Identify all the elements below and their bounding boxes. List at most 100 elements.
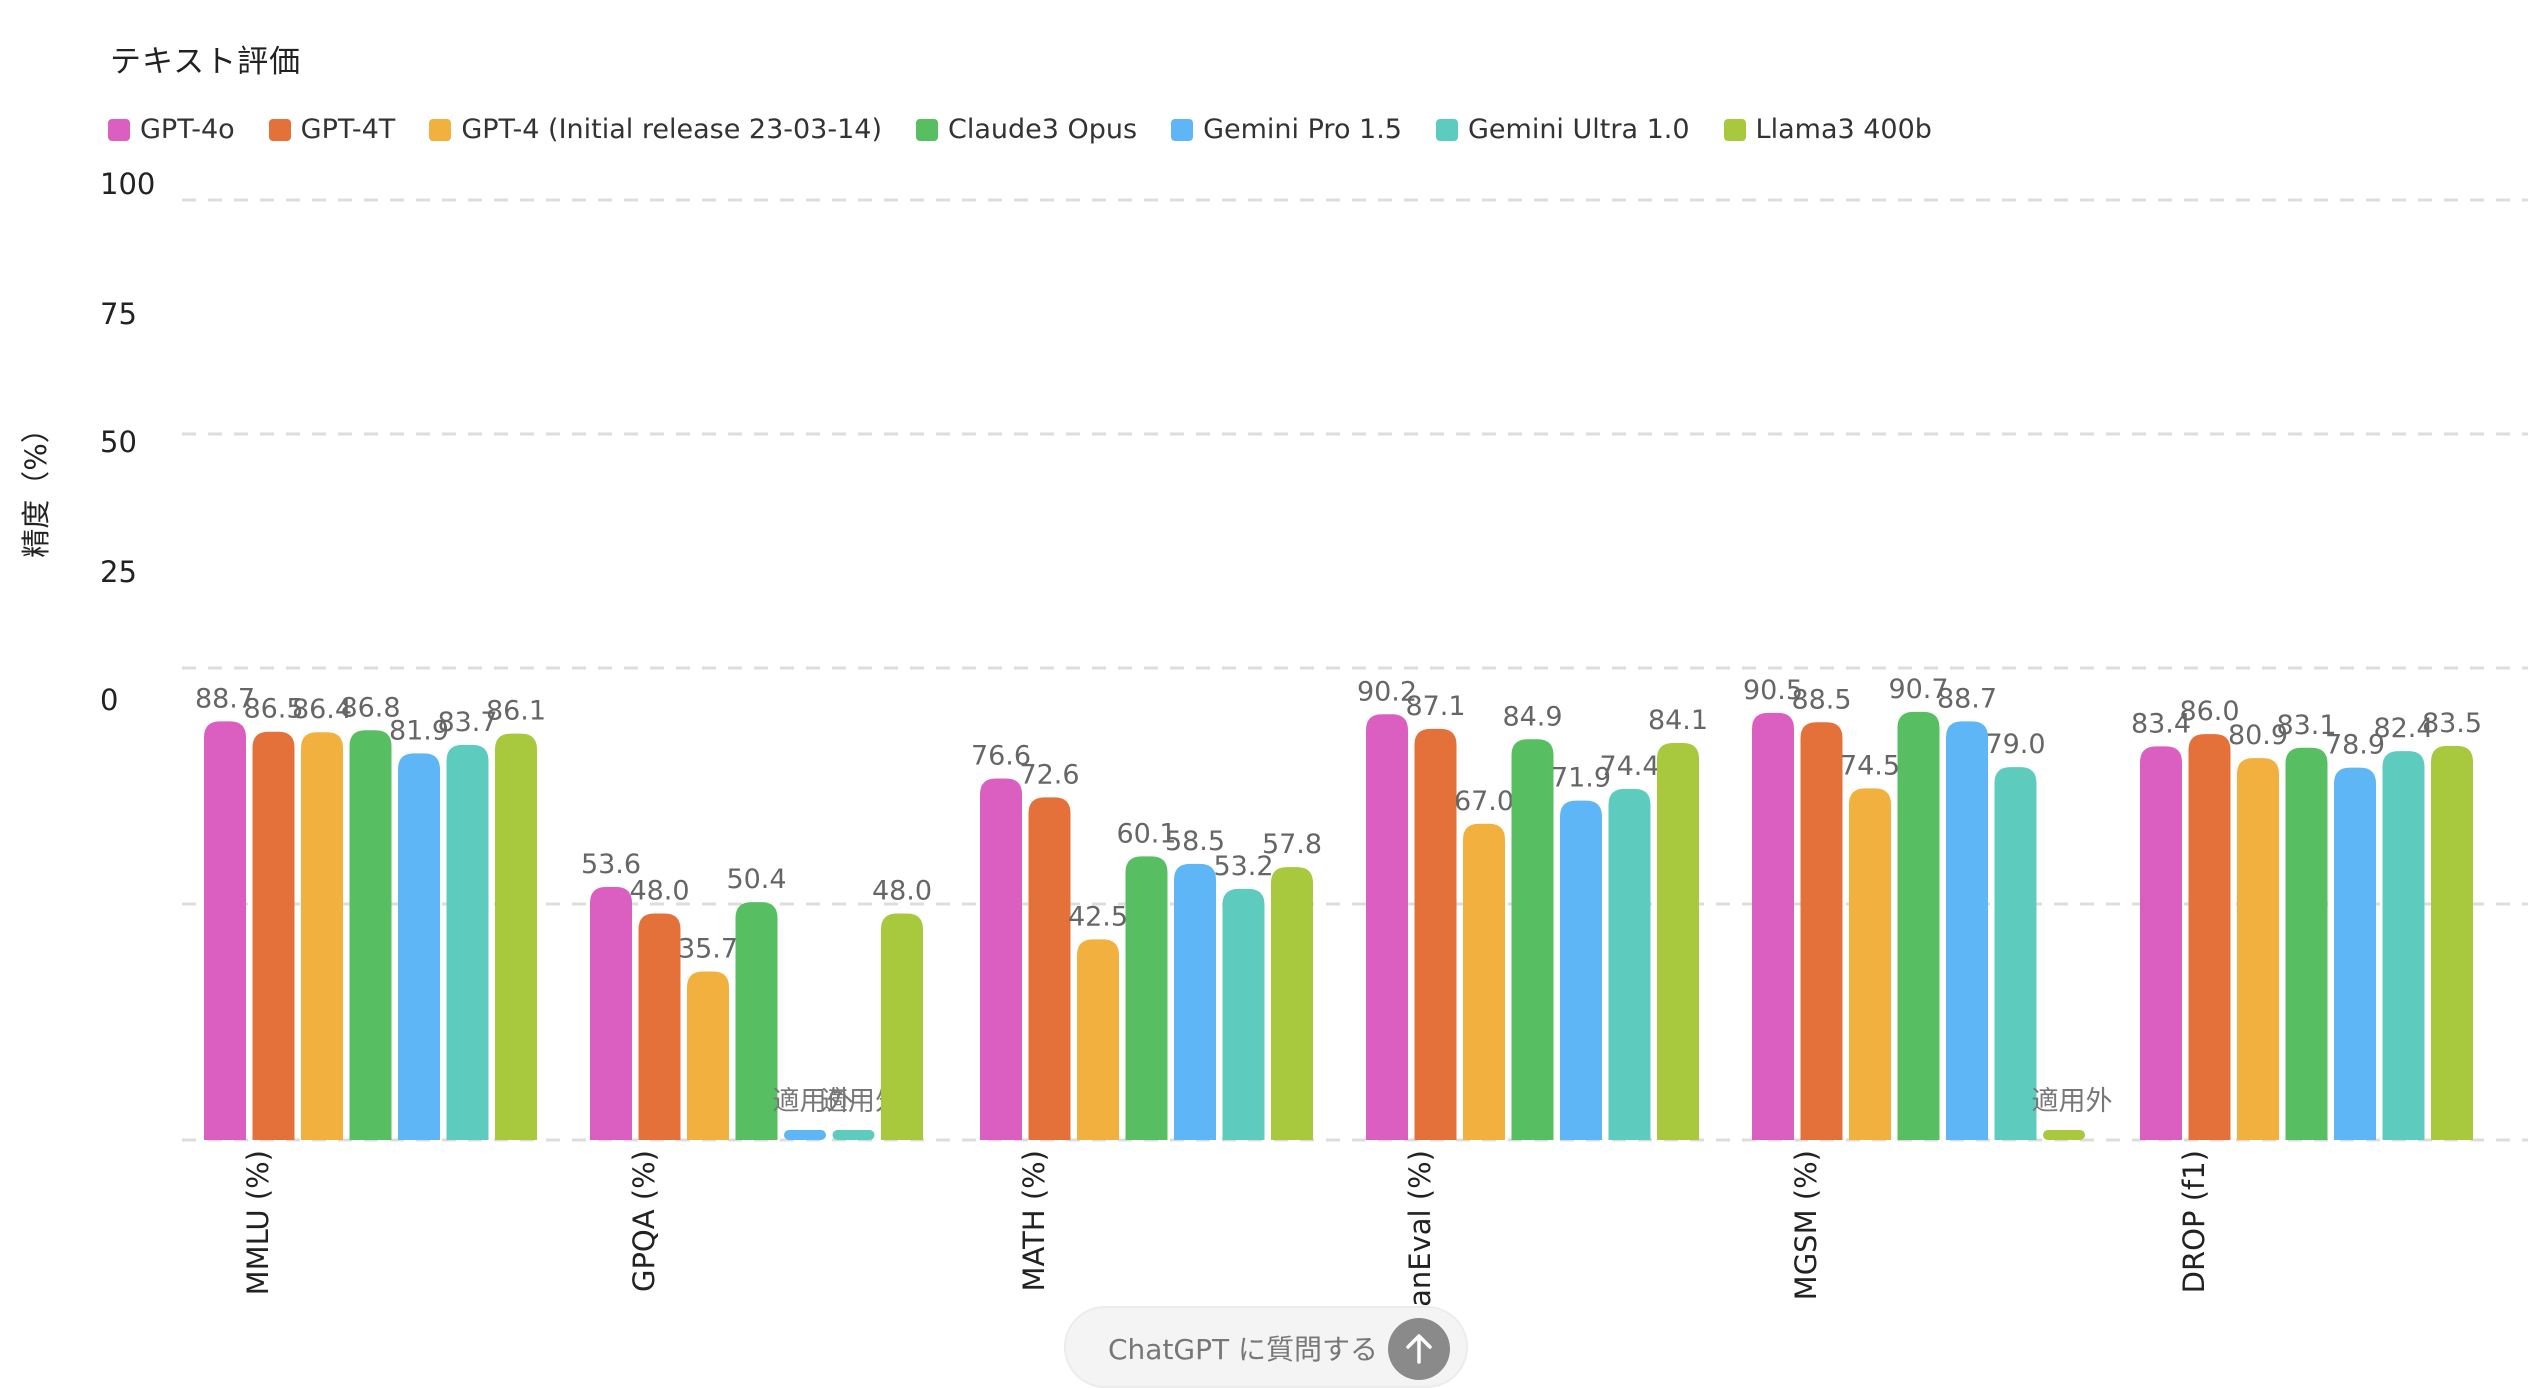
legend-label: Llama3 400b (1755, 114, 1932, 145)
legend-item[interactable]: GPT-4 (Initial release 23-03-14) (429, 114, 882, 145)
bar (2237, 758, 2279, 1140)
data-label: 88.7 (1937, 683, 1997, 714)
data-label: 60.1 (1116, 818, 1176, 849)
bar (1994, 767, 2037, 1140)
legend: GPT-4o GPT-4T GPT-4 (Initial release 23-03… (108, 114, 1932, 145)
legend-label: GPT-4 (Initial release 23-03-14) (461, 114, 882, 145)
legend-swatch (1171, 118, 1194, 141)
legend-swatch (1435, 118, 1458, 141)
data-label: 80.9 (2228, 720, 2288, 751)
data-label: 71.9 (1551, 763, 1611, 794)
legend-item[interactable]: GPT-4T (268, 114, 395, 145)
category-label: DROP (f1) (2177, 1150, 2211, 1293)
data-label: 57.8 (1262, 829, 1322, 860)
bar (881, 913, 923, 1140)
bar (446, 744, 489, 1140)
bar (1752, 712, 1794, 1140)
bar (301, 732, 343, 1140)
data-label: 90.7 (1888, 674, 1948, 705)
bar (2140, 746, 2182, 1140)
bar-na (2043, 1130, 2085, 1140)
data-label: 86.4 (292, 694, 352, 725)
data-label: 83.4 (2131, 708, 2191, 739)
data-label: 83.5 (2422, 708, 2482, 739)
bar (2382, 751, 2425, 1140)
bar-na (832, 1130, 875, 1140)
legend-swatch (429, 118, 452, 141)
bar (2285, 747, 2328, 1140)
data-label: 48.0 (629, 875, 689, 906)
na-label: 適用外 (773, 1086, 854, 1117)
y-tick-label: 50 (100, 425, 137, 459)
bar (1800, 722, 1843, 1140)
bar (1414, 728, 1457, 1140)
data-label: 90.2 (1357, 676, 1417, 707)
bar (2431, 745, 2473, 1140)
y-axis-label: 精度（%） (19, 414, 53, 558)
data-label: 76.6 (971, 740, 1031, 771)
chart-title: テキスト評価 (110, 44, 302, 80)
y-tick-label: 75 (100, 297, 137, 331)
bar (252, 731, 295, 1140)
category-label: MGSM (%) (1789, 1150, 1823, 1300)
legend-item[interactable]: Llama3 400b (1723, 114, 1932, 145)
ask-chatgpt-button[interactable]: ChatGPT に質問する (1064, 1306, 1468, 1388)
data-label: 72.6 (1019, 759, 1079, 790)
data-label: 74.4 (1599, 751, 1659, 782)
bar (1077, 939, 1119, 1140)
bar (1657, 743, 1699, 1140)
legend-item[interactable]: Gemini Ultra 1.0 (1435, 114, 1690, 145)
bar (1560, 800, 1602, 1140)
legend-item[interactable]: Claude3 Opus (916, 114, 1137, 145)
bar (1897, 711, 1940, 1140)
y-tick-label: 100 (100, 167, 155, 201)
category-label: MATH (%) (1017, 1150, 1051, 1292)
legend-item[interactable]: Gemini Pro 1.5 (1171, 114, 1402, 145)
data-label: 67.0 (1454, 786, 1514, 817)
data-label: 86.8 (340, 692, 400, 723)
legend-swatch (108, 118, 130, 141)
data-label: 86.1 (486, 696, 546, 727)
bar (398, 753, 440, 1140)
data-label: 84.1 (1648, 705, 1708, 736)
data-label: 86.0 (2179, 696, 2239, 727)
bar-na (784, 1130, 826, 1140)
bar (1271, 867, 1313, 1140)
bar (1849, 788, 1891, 1140)
bar (495, 733, 537, 1140)
data-label: 48.0 (872, 875, 932, 906)
data-label: 83.7 (437, 707, 497, 738)
data-label: 35.7 (678, 933, 738, 964)
bar (638, 913, 681, 1140)
data-label: 42.5 (1068, 901, 1128, 932)
data-label: 82.4 (2373, 713, 2433, 744)
legend-swatch (916, 118, 938, 141)
bar (1366, 714, 1408, 1140)
bar (1222, 888, 1265, 1140)
category-label: MMLU (%) (241, 1150, 275, 1295)
legend-item[interactable]: GPT-4o (108, 114, 235, 145)
bar (590, 887, 632, 1140)
y-tick-label: 25 (100, 555, 137, 589)
legend-swatch (268, 118, 291, 141)
bar (1946, 721, 1988, 1140)
legend-label: Claude3 Opus (948, 114, 1138, 145)
bar (1028, 797, 1071, 1140)
bar (204, 721, 246, 1140)
arrow-up-icon[interactable] (1388, 1318, 1450, 1380)
data-label: 88.7 (195, 683, 255, 714)
data-label: 58.5 (1165, 826, 1225, 857)
data-label: 78.9 (2325, 730, 2385, 761)
bar (1511, 739, 1554, 1140)
legend-label: Gemini Ultra 1.0 (1467, 114, 1690, 145)
na-label: 適用外 (2032, 1086, 2113, 1117)
data-label: 79.0 (1985, 729, 2045, 760)
bar (349, 730, 392, 1140)
bar (735, 902, 778, 1140)
data-label: 74.5 (1840, 750, 1900, 781)
ask-chatgpt-label: ChatGPT に質問する (1108, 1333, 1379, 1366)
data-label: 86.5 (243, 694, 303, 725)
data-label: 88.5 (1791, 684, 1851, 715)
data-label: 84.9 (1502, 701, 1562, 732)
